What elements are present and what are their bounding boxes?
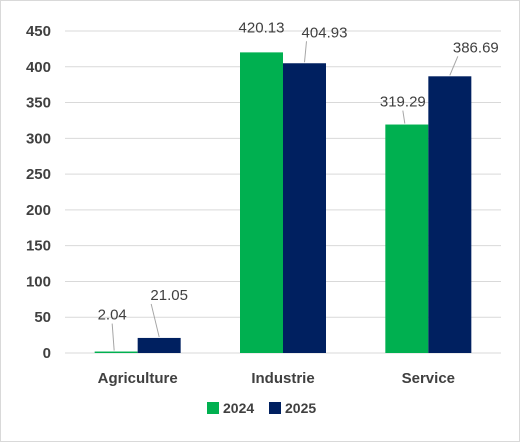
x-tick-label: Service — [402, 370, 455, 387]
data-label: 420.13 — [239, 19, 285, 36]
legend-label-2024: 2024 — [223, 400, 254, 416]
data-label: 21.05 — [150, 287, 188, 304]
bar-2025-agriculture — [137, 337, 181, 353]
legend-swatch-2024 — [207, 402, 219, 414]
bar-2024-industrie — [240, 52, 283, 353]
bar-2024-service — [385, 124, 429, 353]
y-tick-label: 50 — [34, 309, 51, 326]
x-tick-label: Agriculture — [98, 370, 178, 387]
y-tick-label: 150 — [26, 238, 51, 255]
y-tick-label: 100 — [26, 273, 51, 290]
y-tick-label: 0 — [43, 345, 51, 362]
label-leader-line — [111, 323, 115, 351]
label-leader-lines — [111, 41, 459, 351]
y-tick-label: 250 — [26, 166, 51, 183]
bar-2025-industrie — [283, 63, 326, 353]
y-tick-label: 450 — [26, 23, 51, 40]
data-label: 386.69 — [453, 39, 499, 56]
legend-label-2025: 2025 — [285, 400, 316, 416]
y-axis-ticks: 0 50 100 150 200 250 300 350 400 450 — [26, 23, 51, 362]
data-label: 319.29 — [380, 94, 426, 111]
y-tick-label: 350 — [26, 95, 51, 112]
data-label: 404.93 — [302, 24, 348, 41]
legend-swatch-2025 — [269, 402, 281, 414]
data-label: 2.04 — [98, 307, 127, 324]
y-tick-label: 400 — [26, 59, 51, 76]
bars — [94, 52, 472, 353]
label-leader-line — [402, 110, 406, 124]
label-leader-line — [449, 56, 459, 76]
y-tick-label: 300 — [26, 130, 51, 147]
bar-2024-agriculture — [94, 351, 138, 353]
x-axis-ticks: Agriculture Industrie Service — [98, 370, 455, 387]
label-leader-line — [304, 41, 307, 63]
y-tick-label: 200 — [26, 202, 51, 219]
data-labels: 2.04 21.05 420.13 404.93 319.29 386.69 — [98, 19, 499, 323]
x-tick-label: Industrie — [251, 370, 314, 387]
label-leader-line — [150, 303, 160, 338]
legend: 2024 2025 — [207, 400, 316, 416]
bar-2025-service — [428, 76, 472, 353]
